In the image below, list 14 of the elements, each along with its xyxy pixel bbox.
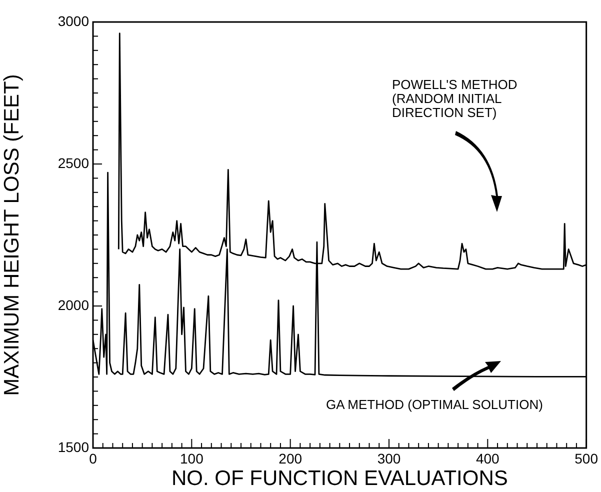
y-tick-label: 3000 xyxy=(58,12,90,29)
y-tick-label: 1500 xyxy=(58,438,90,455)
x-tick-label: 0 xyxy=(89,450,98,466)
y-axis-title: MAXIMUM HEIGHT LOSS (FEET) xyxy=(0,74,24,396)
y-tick-label: 2500 xyxy=(58,154,90,171)
x-tick-label: 500 xyxy=(574,450,598,466)
x-tick-label: 100 xyxy=(180,450,204,466)
annotation: POWELL'S METHOD (RANDOM INITIAL DIRECTION SET) xyxy=(392,77,518,120)
annotation: GA METHOD (OPTIMAL SOLUTION) xyxy=(326,397,543,412)
x-tick-label: 400 xyxy=(476,450,500,466)
x-tick-label: 300 xyxy=(377,450,401,466)
x-tick-label: 200 xyxy=(278,450,302,466)
y-tick-label: 2000 xyxy=(58,296,90,313)
x-axis-title: NO. OF FUNCTION EVALUATIONS xyxy=(171,467,508,490)
